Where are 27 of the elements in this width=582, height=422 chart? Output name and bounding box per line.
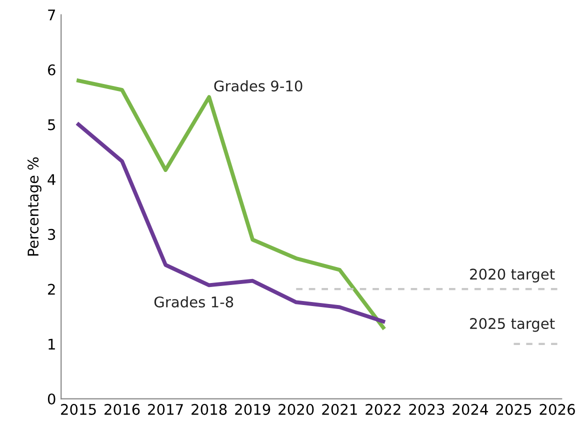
y-axis-title: Percentage % [28,157,42,256]
x-tick-label: 2018 [192,404,227,415]
series-label: 2020 target [470,268,555,282]
line-series [76,122,386,324]
y-tick-label: 6 [48,64,56,76]
series-label: Grades 9-10 [214,80,302,92]
x-tick-label: 2026 [540,404,575,415]
x-tick-label: 2021 [322,404,357,415]
x-tick-label: 2025 [496,404,532,415]
series-label: 2025 target [470,318,555,332]
x-tick-label: 2019 [235,404,270,415]
y-tick-label: 3 [48,228,56,240]
y-tick-label: 4 [48,174,56,185]
x-tick-label: 2017 [148,404,183,415]
y-tick-label: 0 [48,394,56,405]
series-label: Grades 1-8 [154,296,234,308]
x-tick-label: 2016 [104,404,140,415]
x-tick-label: 2022 [366,404,400,415]
x-tick-label: 2020 [278,404,314,415]
x-tick-label: 2024 [452,404,488,415]
line-series [76,78,386,330]
y-tick-label: 2 [48,284,55,295]
x-tick-label: 2015 [61,404,96,415]
y-tick-label: 5 [48,119,55,130]
x-tick-label: 2023 [409,404,444,415]
y-tick-label: 7 [48,10,55,20]
y-tick-label: 1 [48,338,55,350]
